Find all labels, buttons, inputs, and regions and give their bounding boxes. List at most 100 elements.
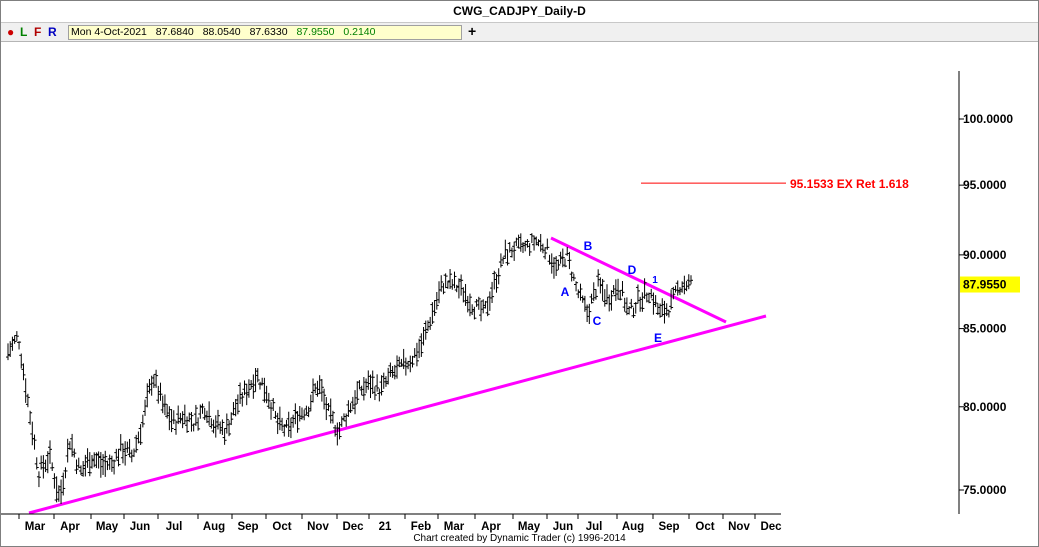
- price-bar: [560, 248, 565, 268]
- price-bar: [45, 451, 50, 474]
- price-bar: [240, 392, 245, 407]
- toolbar-r-button[interactable]: R: [48, 25, 57, 39]
- price-bar: [578, 283, 583, 301]
- price-bar: [101, 454, 106, 475]
- price-bar: [490, 281, 495, 304]
- price-bar: [286, 411, 291, 437]
- price-bar: [653, 295, 658, 308]
- price-bar: [191, 423, 196, 432]
- price-bar: [651, 292, 656, 315]
- price-bar: [410, 355, 415, 368]
- price-bar: [527, 243, 532, 256]
- price-bar: [65, 438, 70, 463]
- price-bar: [67, 441, 72, 450]
- wave-label: A: [561, 285, 570, 299]
- ohlc-high: 88.0540: [202, 26, 241, 38]
- price-bar: [125, 441, 130, 453]
- price-bar: [123, 441, 128, 466]
- price-bar: [485, 296, 490, 317]
- record-dot-button[interactable]: ●: [7, 25, 15, 39]
- price-bar: [476, 296, 481, 310]
- price-bar: [660, 298, 665, 317]
- toolbar-l-button[interactable]: L: [20, 25, 28, 39]
- price-bar: [574, 281, 579, 292]
- price-bar: [392, 364, 397, 380]
- add-plus-icon[interactable]: +: [468, 23, 477, 39]
- price-bar: [171, 410, 176, 425]
- chart-title: CWG_CADJPY_Daily-D: [453, 4, 586, 18]
- price-bar: [23, 378, 28, 403]
- price-bar: [306, 406, 311, 418]
- price-bar: [492, 270, 497, 290]
- price-bar: [63, 467, 68, 479]
- price-bar: [333, 424, 338, 437]
- price-bar: [249, 380, 254, 390]
- price-bar: [215, 409, 220, 430]
- price-bar: [196, 417, 201, 431]
- price-bar: [642, 278, 647, 299]
- price-bar: [189, 411, 194, 432]
- price-bar: [417, 338, 422, 359]
- price-bar: [187, 412, 192, 423]
- price-bar: [25, 393, 30, 408]
- price-bar: [280, 417, 285, 431]
- toolbar: ● L F R Mon 4-Oct-2021 87.6840 88.0540 8…: [1, 23, 1038, 42]
- price-bar: [326, 403, 331, 411]
- price-bar: [532, 235, 537, 251]
- price-bar: [308, 394, 313, 412]
- price-bar: [401, 348, 406, 370]
- price-bar: [618, 290, 623, 301]
- ohlc-low: 87.6330: [249, 26, 288, 38]
- price-bar: [28, 410, 33, 425]
- price-bar: [193, 404, 198, 426]
- price-bar: [569, 271, 574, 282]
- price-bar: [213, 415, 218, 438]
- price-bar: [640, 292, 645, 312]
- price-bar: [686, 274, 691, 290]
- price-bar: [585, 304, 590, 323]
- price-bar: [242, 380, 247, 396]
- x-tick-label: Nov: [728, 521, 750, 533]
- price-bar: [207, 401, 212, 426]
- price-bar: [505, 249, 510, 266]
- price-bar: [288, 417, 293, 439]
- price-bar: [518, 233, 523, 252]
- price-bar: [359, 385, 364, 396]
- price-bar: [582, 295, 587, 312]
- price-bar: [297, 406, 302, 422]
- price-bar: [109, 455, 114, 472]
- price-bar: [593, 289, 598, 300]
- price-bar: [467, 293, 472, 317]
- price-bar: [465, 295, 470, 313]
- price-bar: [149, 375, 154, 396]
- price-bar: [529, 233, 534, 244]
- price-bar: [673, 285, 678, 293]
- price-bar: [571, 273, 576, 281]
- price-bar: [512, 241, 517, 261]
- price-bar: [580, 295, 585, 303]
- price-bar: [390, 365, 395, 378]
- price-bar: [311, 378, 316, 403]
- price-bar: [525, 239, 530, 248]
- title-bar: CWG_CADJPY_Daily-D: [1, 1, 1038, 23]
- price-bar: [266, 392, 271, 409]
- price-bar: [105, 460, 110, 471]
- x-tick-label: Jun: [553, 521, 573, 533]
- price-bar: [669, 289, 674, 310]
- price-bar: [143, 399, 148, 416]
- price-bar: [591, 282, 596, 302]
- price-bar: [41, 455, 46, 479]
- price-bar: [395, 355, 400, 379]
- price-bar: [507, 242, 512, 253]
- x-tick-label: Feb: [411, 521, 431, 533]
- price-bar: [72, 448, 77, 458]
- price-bar: [251, 374, 256, 399]
- y-tick-label: 100.0000: [963, 112, 1013, 126]
- price-bar: [403, 357, 408, 376]
- price-bar: [169, 409, 174, 433]
- toolbar-f-button[interactable]: F: [34, 25, 42, 39]
- price-bar: [202, 407, 207, 421]
- price-bar: [114, 448, 119, 460]
- price-bar: [39, 455, 44, 470]
